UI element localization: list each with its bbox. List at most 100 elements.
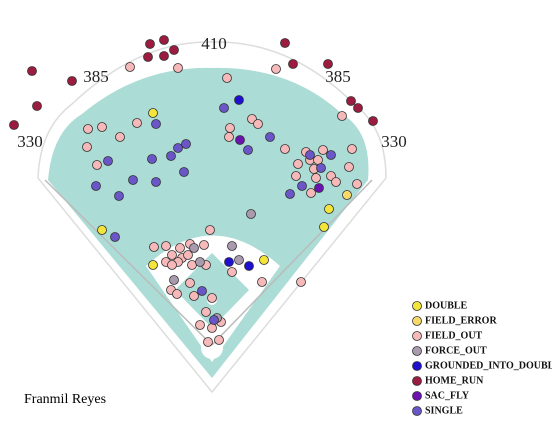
- hit-point: [324, 204, 334, 214]
- hit-point: [259, 255, 269, 265]
- hit-point: [323, 59, 333, 69]
- legend-swatch: [412, 376, 422, 386]
- hit-point: [222, 73, 232, 83]
- hit-point: [159, 51, 169, 61]
- hit-point: [201, 307, 211, 317]
- hit-point: [195, 257, 205, 267]
- hit-point: [97, 225, 107, 235]
- hit-point: [167, 250, 177, 260]
- hit-point: [173, 63, 183, 73]
- hit-point: [147, 154, 157, 164]
- legend-label: HOME_RUN: [425, 375, 484, 386]
- hit-point: [169, 45, 179, 55]
- hit-point: [243, 145, 253, 155]
- hit-point: [195, 320, 205, 330]
- hit-point: [189, 243, 199, 253]
- hit-point: [145, 39, 155, 49]
- distance-label: 330: [17, 132, 43, 151]
- hit-point: [9, 120, 19, 130]
- hit-point: [337, 111, 347, 121]
- hit-point: [306, 188, 316, 198]
- hit-point: [344, 162, 354, 172]
- hit-point: [167, 260, 177, 270]
- legend-label: SINGLE: [425, 405, 463, 416]
- hit-point: [214, 335, 224, 345]
- legend-label: FIELD_ERROR: [425, 315, 497, 326]
- hit-point: [285, 189, 295, 199]
- legend-swatch: [412, 316, 422, 326]
- hit-point: [227, 267, 237, 277]
- legend-swatch: [412, 331, 422, 341]
- hit-point: [209, 315, 219, 325]
- hit-point: [103, 156, 113, 166]
- hit-point: [148, 108, 158, 118]
- hit-point: [288, 59, 298, 69]
- legend-label: DOUBLE: [425, 300, 468, 311]
- hit-point: [224, 132, 234, 142]
- hit-point: [311, 173, 321, 183]
- hit-point: [265, 132, 275, 142]
- hit-point: [271, 64, 281, 74]
- legend-swatch: [412, 406, 422, 416]
- hit-point: [293, 159, 303, 169]
- hit-point: [347, 144, 357, 154]
- hit-point: [27, 66, 37, 76]
- hit-point: [92, 160, 102, 170]
- hit-point: [203, 337, 213, 347]
- hit-point: [319, 222, 329, 232]
- hit-point: [125, 62, 135, 72]
- hit-point: [175, 243, 185, 253]
- legend-swatch: [412, 301, 422, 311]
- hit-point: [97, 122, 107, 132]
- hit-point: [352, 179, 362, 189]
- hit-point: [244, 261, 254, 271]
- hit-point: [246, 209, 256, 219]
- legend-label: GROUNDED_INTO_DOUBLE_PLAY: [425, 360, 552, 371]
- hit-point: [305, 150, 315, 160]
- hit-point: [132, 118, 142, 128]
- hit-point: [291, 171, 301, 181]
- hit-point: [296, 277, 306, 287]
- distance-label: 385: [325, 67, 351, 86]
- hit-point: [32, 101, 42, 111]
- hit-point: [225, 123, 235, 133]
- hit-point: [181, 139, 191, 149]
- hit-point: [199, 240, 209, 250]
- distance-label: 385: [83, 67, 109, 86]
- hit-point: [235, 135, 245, 145]
- distance-label: 330: [381, 132, 407, 151]
- hit-point: [234, 255, 244, 265]
- distance-label: 410: [201, 34, 227, 53]
- hit-point: [183, 250, 193, 260]
- hit-point: [297, 181, 307, 191]
- hit-point: [280, 38, 290, 48]
- hit-point: [83, 124, 93, 134]
- hit-point: [179, 167, 189, 177]
- legend-swatch: [412, 361, 422, 371]
- hit-point: [316, 163, 326, 173]
- hit-point: [115, 132, 125, 142]
- hit-point: [219, 103, 229, 113]
- hit-point: [172, 289, 182, 299]
- legend-swatch: [412, 391, 422, 401]
- legend-label: SAC_FLY: [425, 390, 470, 401]
- hit-point: [91, 181, 101, 191]
- hit-point: [253, 119, 263, 129]
- hit-point: [353, 103, 363, 113]
- hit-point: [205, 225, 215, 235]
- hit-point: [346, 96, 356, 106]
- hit-point: [149, 242, 159, 252]
- hit-point: [207, 323, 217, 333]
- hit-point: [331, 177, 341, 187]
- legend-label: FIELD_OUT: [425, 330, 483, 341]
- legend-label: FORCE_OUT: [425, 345, 487, 356]
- hit-point: [151, 177, 161, 187]
- legend-swatch: [412, 346, 422, 356]
- hit-point: [114, 191, 124, 201]
- hit-point: [143, 52, 153, 62]
- hit-point: [148, 260, 158, 270]
- hit-point: [224, 257, 234, 267]
- hit-point: [151, 119, 161, 129]
- hit-point: [128, 175, 138, 185]
